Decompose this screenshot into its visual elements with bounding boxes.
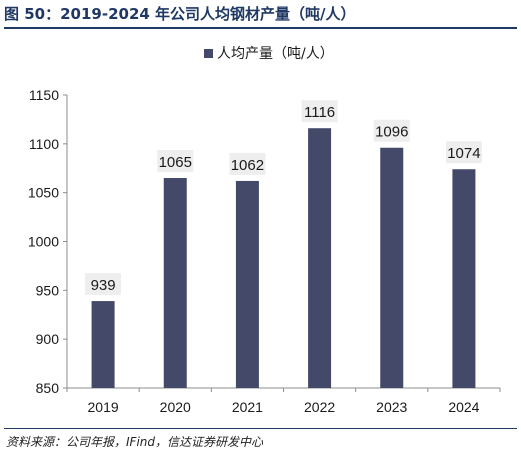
source-note: 资料来源：公司年报，IFind，信达证券研发中心 (6, 435, 263, 449)
data-label: 1074 (447, 145, 480, 162)
y-tick-label: 950 (36, 282, 60, 298)
x-tick-label: 2022 (304, 399, 335, 415)
bar (380, 147, 404, 388)
y-tick-label: 900 (36, 331, 60, 347)
data-label-background (373, 119, 410, 142)
y-tick-label: 1150 (29, 87, 59, 103)
y-tick-label: 1000 (28, 234, 59, 250)
x-tick-label: 2020 (160, 399, 191, 415)
bar (308, 128, 332, 388)
x-tick-label: 2023 (376, 399, 407, 415)
data-label: 1096 (375, 124, 408, 141)
bars (91, 128, 476, 388)
data-label: 1116 (304, 104, 335, 121)
legend-label: 人均产量（吨/人） (217, 46, 334, 62)
bar (91, 301, 115, 388)
data-label-background (157, 150, 194, 173)
legend: 人均产量（吨/人） (204, 46, 334, 62)
legend-swatch (204, 49, 213, 58)
data-labels: 939 1065 1062 1116 1096 1074 (85, 100, 482, 296)
bar (235, 180, 259, 388)
data-label-background (229, 152, 266, 175)
data-label-background (301, 100, 338, 123)
figure-title: 图 50：2019-2024 年公司人均钢材产量（吨/人） (4, 5, 356, 23)
data-label: 939 (91, 277, 116, 294)
y-tick-label: 1100 (29, 136, 59, 152)
x-tick-label: 2021 (232, 399, 263, 415)
bar (452, 169, 476, 388)
data-label: 1062 (231, 157, 264, 174)
data-label-background (85, 273, 122, 296)
x-tick-label: 2019 (88, 399, 119, 415)
bar (163, 178, 187, 388)
y-axis-ticks: 850 900 950 1000 1050 1100 1150 (28, 87, 67, 396)
x-tick-label: 2024 (448, 399, 479, 415)
source-rule (4, 428, 517, 429)
x-axis-ticks: 2019 2020 2021 2022 2023 2024 (66, 388, 501, 415)
y-tick-label: 1050 (28, 185, 59, 201)
title-rule (4, 27, 517, 29)
bar-chart: 人均产量（吨/人） 850 900 950 1000 1050 1100 1150 2019… (28, 46, 501, 415)
data-label: 1065 (159, 154, 192, 171)
data-label-background (445, 141, 482, 164)
y-tick-label: 850 (36, 380, 60, 396)
